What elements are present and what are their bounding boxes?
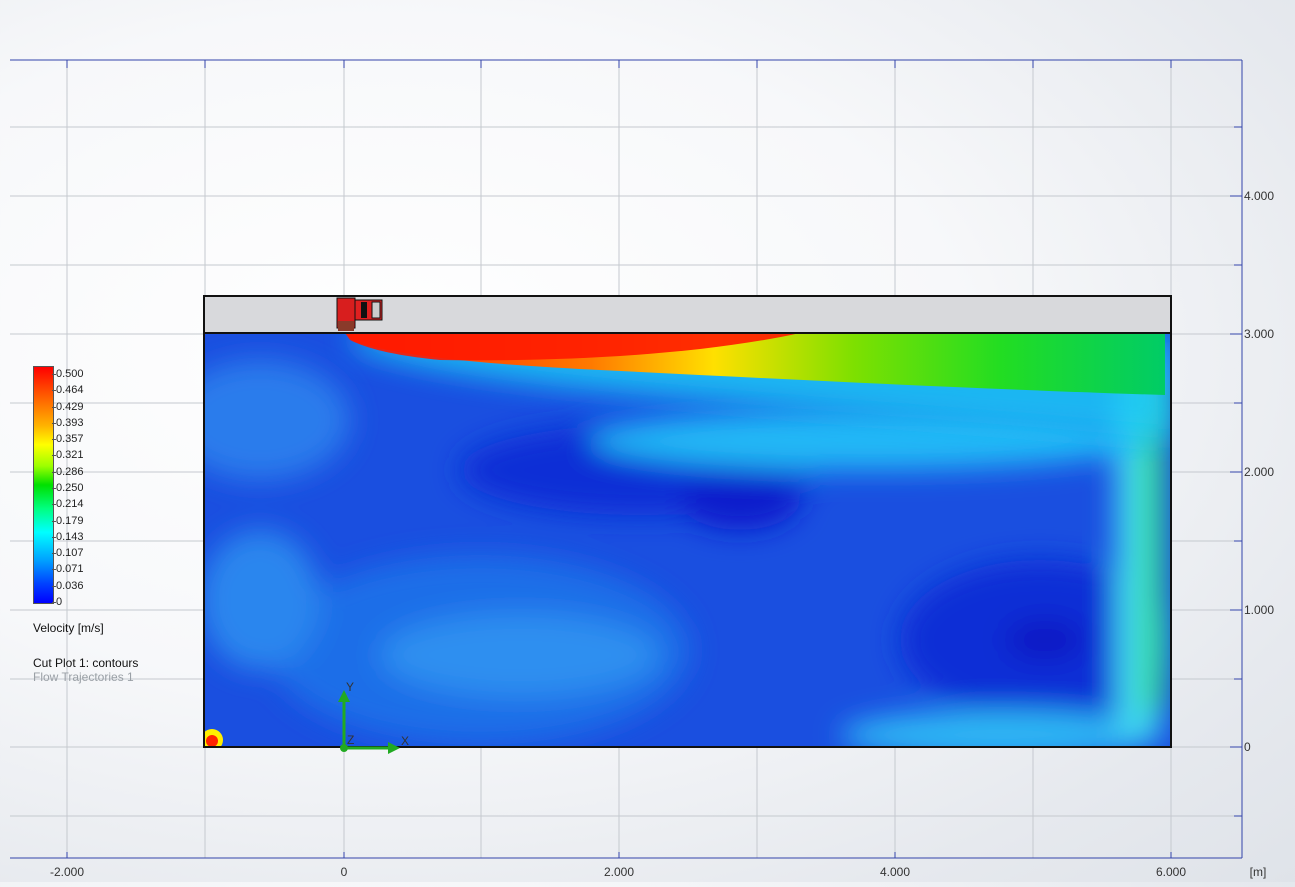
cut-plot-label[interactable]: Cut Plot 1: contours [33, 656, 139, 670]
triad-z-label: Z [347, 733, 354, 747]
legend-tick-value: 0.036 [52, 579, 84, 592]
legend-title: Velocity [m/s] [33, 621, 104, 635]
legend-tick-value: 0.107 [52, 547, 84, 560]
legend-tick-value: 0.179 [52, 514, 84, 527]
legend-tick-value: 0.071 [52, 563, 84, 576]
legend-tick-value: 0.357 [52, 433, 84, 446]
legend-tick-value: 0 [51, 596, 63, 608]
legend-tick-value: 0.214 [52, 498, 84, 511]
flow-trajectories-label[interactable]: Flow Trajectories 1 [33, 670, 134, 684]
legend-tick-value: 0.321 [52, 449, 84, 462]
legend-tick-value: 0.286 [52, 465, 84, 478]
axis-frame [10, 59, 1243, 859]
y-tick-label: 2.000 [1244, 465, 1274, 479]
diffuser-model[interactable] [336, 297, 383, 331]
y-tick-labels: 4.000 3.000 2.000 1.000 0 [1244, 189, 1274, 754]
velocity-contour-field[interactable] [170, 333, 1180, 760]
triad-y-label: Y [346, 680, 354, 694]
coordinate-triad: Y X Z [338, 680, 409, 754]
velocity-legend[interactable]: 0.500 0.464 0.429 0.393 0.357 0.321 0.286 0.250… [33, 366, 193, 686]
legend-tick-value: 0.250 [52, 482, 84, 494]
y-tick-label: 3.000 [1244, 327, 1274, 341]
x-tick-label: 2.000 [604, 865, 634, 879]
x-tick-label: -2.000 [50, 865, 84, 879]
x-tick-label: 4.000 [880, 865, 910, 879]
legend-tick-value: 0.143 [52, 530, 84, 543]
x-tick-label: 0 [341, 865, 348, 879]
legend-tick-value: 0.464 [52, 384, 84, 397]
legend-tick-value: 0.429 [52, 400, 84, 413]
tick-marks [66, 60, 1242, 858]
x-unit-label: [m] [1250, 865, 1267, 879]
triad-x-label: X [401, 734, 409, 748]
room-outline [203, 332, 1172, 748]
legend-tick-value: 0.500 [52, 368, 84, 380]
y-tick-label: 0 [1244, 740, 1251, 754]
y-tick-label: 4.000 [1244, 189, 1274, 203]
x-tick-labels: -2.000 0 2.000 4.000 6.000 [m] [50, 865, 1266, 879]
legend-color-bar [33, 366, 54, 604]
legend-tick-value: 0.393 [52, 416, 84, 429]
x-tick-label: 6.000 [1156, 865, 1186, 879]
y-tick-label: 1.000 [1244, 603, 1274, 617]
